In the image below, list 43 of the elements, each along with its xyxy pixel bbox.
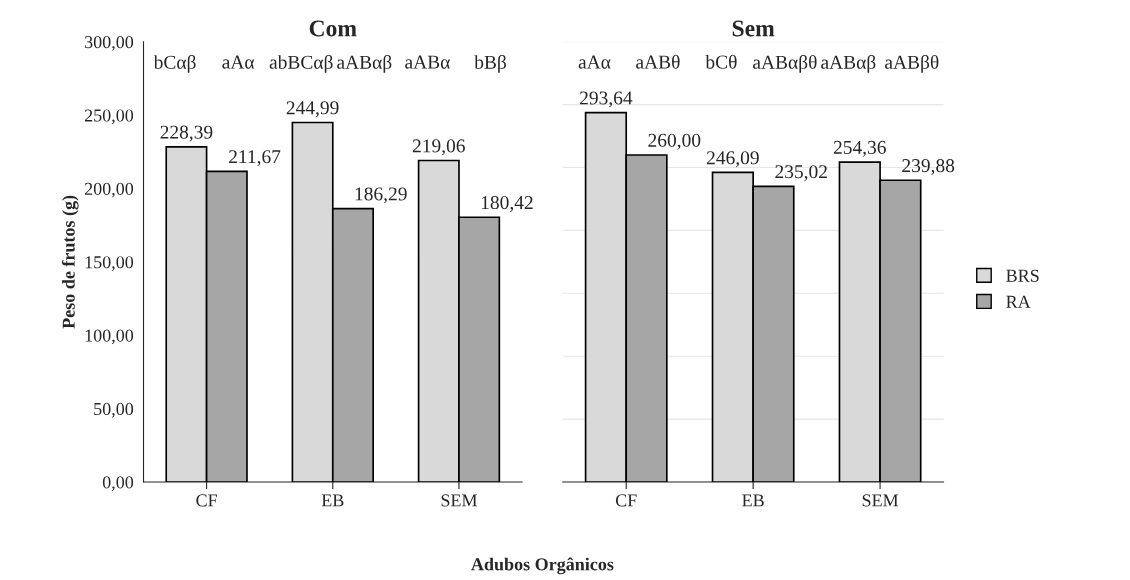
annotation: bCαβ (153, 54, 196, 73)
data-label: 260,00 (648, 133, 701, 150)
annotation: bBβ (474, 54, 506, 73)
annotation: aABαβ (821, 54, 876, 73)
chart-title: Sem (732, 20, 775, 37)
data-label: 180,42 (481, 195, 533, 212)
data-label: 239,88 (902, 159, 955, 175)
legend-label: RA (1006, 295, 1031, 308)
data-label: 293,64 (580, 91, 633, 108)
data-label: 254,36 (833, 140, 886, 157)
x-tick-label: CF (615, 494, 637, 507)
data-label: 228,39 (160, 125, 213, 142)
x-tick-label: SEM (441, 494, 477, 507)
x-tick-label: EB (742, 494, 764, 507)
chart-title: Com (309, 20, 357, 37)
data-label: 186,29 (355, 187, 407, 204)
y-tick-label: 50,00 (94, 402, 134, 418)
annotation: aABθ (636, 54, 680, 69)
y-tick-label: 0,00 (102, 476, 134, 492)
annotation: aABαβ (337, 54, 392, 73)
y-tick-label: 200,00 (84, 182, 134, 198)
data-label: 235,02 (775, 165, 827, 182)
y-axis-title: Peso de frutos (g) (61, 195, 79, 329)
legend-label: BRS (1006, 269, 1039, 282)
data-label: 211,67 (229, 150, 281, 167)
x-tick-label: EB (321, 494, 344, 507)
annotation: abBCαβ (269, 54, 333, 73)
x-tick-label: CF (196, 494, 217, 507)
x-axis-title: Adubos Orgânicos (471, 557, 614, 575)
data-label: 244,99 (286, 101, 339, 118)
y-tick-label: 300,00 (85, 36, 134, 51)
annotation: aABβθ (885, 54, 939, 73)
data-label: 219,06 (412, 139, 465, 156)
x-tick-label: SEM (862, 494, 899, 507)
y-tick-label: 250,00 (84, 109, 134, 125)
annotation: aAα (222, 55, 255, 69)
data-label: 246,09 (706, 151, 759, 168)
annotation: bCθ (705, 54, 737, 69)
annotation: aAα (578, 55, 611, 69)
y-tick-label: 100,00 (85, 329, 134, 345)
annotation: aABαβθ (753, 54, 817, 73)
y-tick-label: 150,00 (85, 256, 134, 271)
annotation: aABα (405, 55, 450, 69)
